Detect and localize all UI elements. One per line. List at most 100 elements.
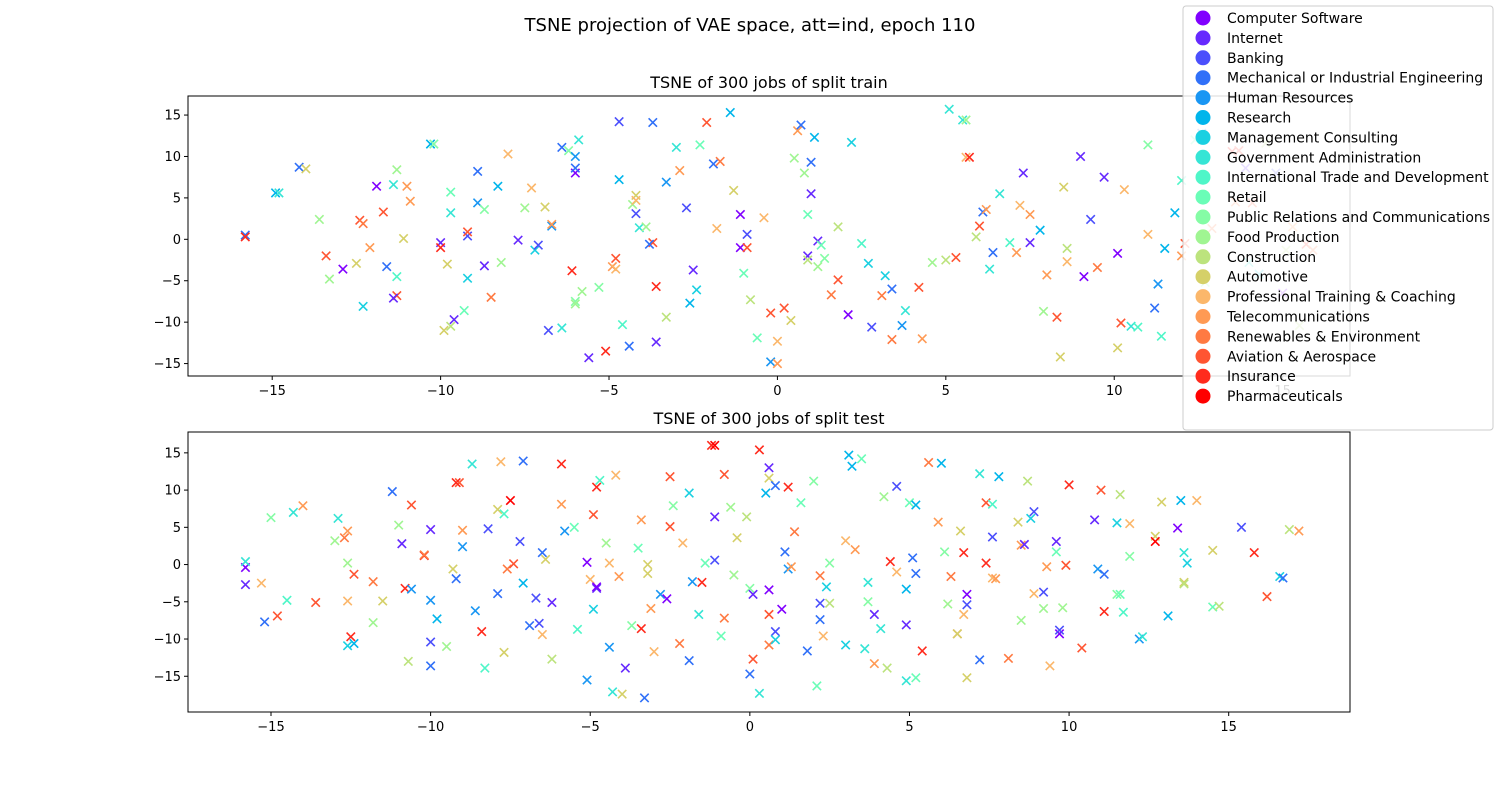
scatter-point	[812, 681, 822, 691]
legend-entry: Telecommunications	[1195, 309, 1370, 326]
scatter-point	[792, 126, 803, 136]
legend-marker	[1195, 30, 1211, 46]
y-tick-label: −15	[154, 357, 181, 372]
scatter-point	[425, 661, 436, 671]
scatter-point	[990, 573, 1001, 584]
scatter-point	[1089, 515, 1100, 525]
scatter-point	[567, 266, 577, 276]
train-panel-title: TSNE of 300 jobs of split train	[649, 73, 888, 92]
scatter-point	[403, 656, 414, 667]
scatter-point	[534, 618, 544, 629]
scatter-point	[856, 454, 867, 464]
scatter-point	[594, 282, 604, 293]
scatter-point	[974, 221, 985, 231]
scatter-point	[1115, 589, 1125, 600]
scatter-point	[725, 107, 736, 118]
scatter-point	[274, 188, 284, 198]
scatter-point	[1052, 312, 1062, 322]
scatter-point	[266, 512, 276, 523]
scatter-point	[1026, 513, 1036, 524]
scatter-point	[496, 457, 506, 467]
scatter-point	[1029, 506, 1039, 517]
scatter-point	[869, 658, 880, 669]
scatter-point	[764, 585, 774, 595]
scatter-point	[1041, 562, 1052, 572]
test-axes-frame	[187, 431, 1351, 713]
scatter-point	[880, 270, 890, 281]
scatter-point	[745, 583, 755, 594]
scatter-point	[786, 315, 796, 326]
legend-label: Retail	[1227, 190, 1267, 206]
test-panel: TSNE of 300 jobs of split test −15 −10 −5 0…	[154, 409, 1351, 735]
scatter-point	[748, 654, 758, 664]
scatter-point	[745, 669, 755, 679]
scatter-point	[668, 500, 678, 511]
legend-entry: Construction	[1195, 249, 1316, 266]
scatter-point	[435, 242, 446, 253]
scatter-point	[1062, 243, 1072, 254]
scatter-point	[591, 583, 602, 594]
legend-label: Human Resources	[1227, 91, 1353, 107]
y-tick-label: 0	[173, 233, 181, 248]
scatter-point	[1137, 632, 1148, 642]
scatter-point	[636, 623, 647, 634]
scatter-point	[1192, 495, 1202, 506]
scatter-point	[994, 471, 1004, 482]
scatter-point	[393, 520, 404, 530]
scatter-point	[476, 626, 487, 637]
scatter-point	[483, 524, 493, 534]
scatter-point	[709, 555, 720, 565]
legend-entry: Pharmaceuticals	[1195, 388, 1343, 405]
scatter-point	[961, 152, 971, 163]
scatter-point	[694, 609, 704, 620]
scatter-point	[518, 456, 528, 466]
scatter-point	[543, 325, 554, 336]
scatter-point	[824, 558, 835, 568]
test-ticks: −15 −10 −5 0 5 10 15 15 10 5 0 −5 −10 −15	[154, 446, 1237, 735]
legend-marker	[1195, 129, 1211, 145]
scatter-point	[1058, 182, 1069, 192]
scatter-point	[1207, 545, 1218, 556]
legend-label: Mechanical or Industrial Engineering	[1227, 71, 1483, 87]
scatter-point	[860, 643, 870, 654]
scatter-point	[1116, 318, 1126, 328]
scatter-point	[701, 117, 712, 128]
scatter-point	[897, 320, 907, 331]
scatter-point	[462, 231, 473, 241]
scatter-point	[240, 230, 251, 240]
scatter-point	[819, 253, 830, 264]
scatter-point	[1249, 547, 1259, 558]
scatter-point	[1042, 270, 1052, 280]
scatter-point	[681, 203, 692, 213]
legend-label: Internet	[1227, 31, 1283, 47]
scatter-point	[887, 334, 897, 345]
scatter-point	[505, 495, 516, 506]
scatter-point	[1013, 517, 1023, 527]
scatter-point	[288, 507, 299, 518]
scatter-point	[492, 504, 503, 515]
scatter-point	[270, 188, 281, 198]
scatter-point	[981, 558, 991, 568]
scatter-point	[620, 663, 631, 673]
scatter-point	[570, 299, 581, 309]
x-tick-label: 5	[942, 384, 950, 399]
scatter-point	[282, 595, 292, 606]
scatter-point	[802, 209, 813, 220]
x-tick-label: 0	[746, 720, 754, 735]
scatter-point	[272, 611, 283, 621]
scatter-point	[866, 322, 877, 332]
scatter-point	[342, 596, 353, 606]
scatter-point	[1018, 168, 1029, 178]
scatter-point	[1075, 151, 1086, 162]
scatter-point	[1124, 518, 1135, 529]
scatter-point	[570, 163, 581, 173]
scatter-point	[732, 532, 742, 543]
scatter-point	[808, 476, 819, 486]
scatter-point	[1182, 558, 1192, 568]
scatter-point	[349, 638, 359, 649]
scatter-point	[1085, 214, 1096, 225]
scatter-point	[944, 104, 954, 115]
scatter-point	[772, 358, 783, 369]
scatter-point	[869, 609, 880, 620]
scatter-point	[610, 253, 621, 264]
